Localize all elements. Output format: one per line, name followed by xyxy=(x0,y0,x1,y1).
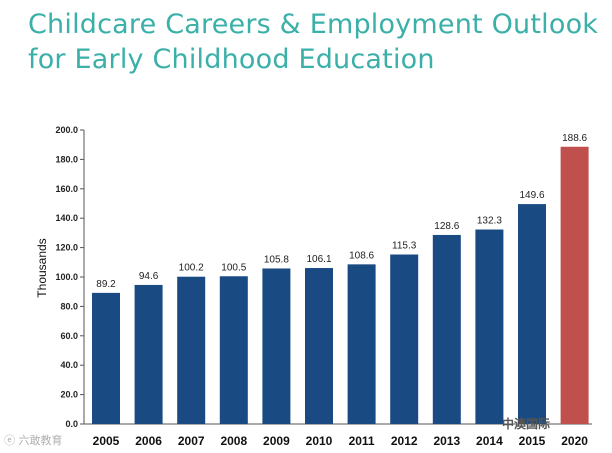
x-tick-label-2015: 2015 xyxy=(519,434,546,448)
chart-bars xyxy=(92,146,589,424)
bar-2011 xyxy=(347,264,376,424)
bar-2009 xyxy=(262,268,291,424)
chart-labels: 89.2 2005 94.6 2006 100.2 2007 100.5 2008 105.8 2… xyxy=(93,133,589,448)
page-title: Childcare Careers & Employment Outlook f… xyxy=(28,7,598,77)
data-label-2008: 100.5 xyxy=(221,262,246,273)
bar-2005 xyxy=(92,292,120,424)
x-tick-label-2014: 2014 xyxy=(476,434,503,448)
bar-2020 xyxy=(560,146,589,424)
y-tick-label: 40.0 xyxy=(60,360,78,370)
x-tick-label-2009: 2009 xyxy=(263,434,290,448)
data-label-2011: 108.6 xyxy=(349,250,374,261)
bar-2012 xyxy=(390,254,419,424)
data-label-2010: 106.1 xyxy=(306,254,331,265)
data-label-2014: 132.3 xyxy=(477,216,502,227)
data-label-2013: 128.6 xyxy=(434,221,459,232)
bar-2007 xyxy=(177,276,206,424)
watermark-right: 中澳国际 xyxy=(502,417,551,431)
title-line-1: Childcare Careers & Employment Outlook xyxy=(28,9,599,40)
x-tick-label-2008: 2008 xyxy=(220,434,247,448)
watermark-left: ⓔ 六敢教育 xyxy=(4,434,63,447)
x-tick-label-2020: 2020 xyxy=(561,434,588,448)
data-label-2015: 149.6 xyxy=(519,190,544,201)
y-tick-label: 160.0 xyxy=(55,184,78,194)
bar-2014 xyxy=(475,229,504,424)
bar-2006 xyxy=(134,284,163,424)
x-tick-label-2013: 2013 xyxy=(433,434,460,448)
y-tick-label: 180.0 xyxy=(55,154,78,164)
y-tick-label: 60.0 xyxy=(60,331,78,341)
x-tick-label-2012: 2012 xyxy=(391,434,418,448)
y-tick-label: 100.0 xyxy=(55,272,78,282)
data-label-2009: 105.8 xyxy=(264,254,289,265)
x-tick-label-2006: 2006 xyxy=(135,434,162,448)
y-tick-label: 120.0 xyxy=(55,243,78,253)
x-tick-label-2007: 2007 xyxy=(178,434,205,448)
y-axis-label: Thousands xyxy=(35,238,49,297)
y-tick-label: 200.0 xyxy=(55,125,78,135)
chart-axes: 0.0 20.0 40.0 60.0 80.0 100.0 120.0 140.0 160.0 1… xyxy=(55,125,592,429)
bar-2010 xyxy=(305,268,333,424)
bar-2015 xyxy=(518,204,546,424)
data-label-2020: 188.6 xyxy=(562,133,587,144)
data-label-2012: 115.3 xyxy=(392,241,417,252)
x-tick-label-2010: 2010 xyxy=(306,434,333,448)
bar-2013 xyxy=(432,234,461,424)
y-tick-label: 0.0 xyxy=(65,419,78,429)
bar-2008 xyxy=(219,276,248,424)
data-label-2005: 89.2 xyxy=(96,279,116,290)
x-tick-label-2005: 2005 xyxy=(93,434,120,448)
x-tick-label-2011: 2011 xyxy=(349,434,375,448)
y-tick-label: 20.0 xyxy=(60,390,78,400)
data-label-2007: 100.2 xyxy=(179,263,204,274)
y-tick-label: 80.0 xyxy=(60,301,78,311)
title-line-2: for Early Childhood Education xyxy=(28,44,435,75)
y-tick-label: 140.0 xyxy=(55,213,78,223)
data-label-2006: 94.6 xyxy=(139,271,159,282)
